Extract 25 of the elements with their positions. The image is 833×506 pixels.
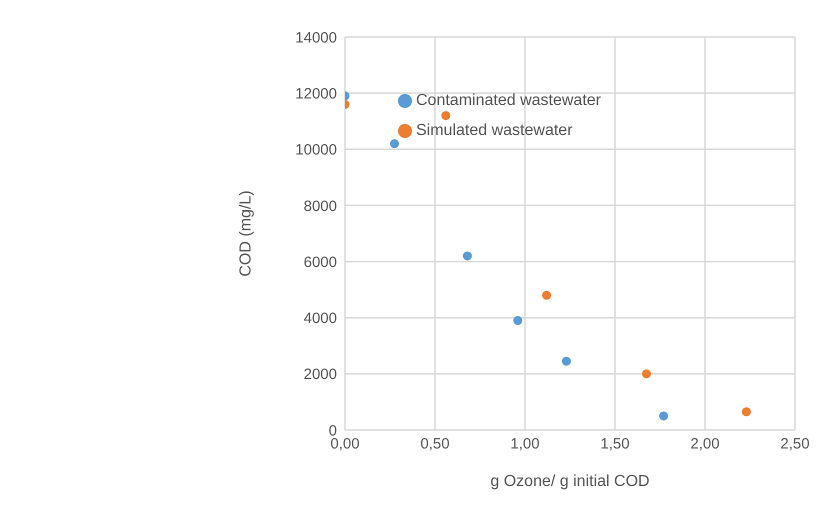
y-tick-label: 8000	[304, 198, 337, 215]
y-tick-label: 4000	[304, 310, 337, 328]
y-tick-label: 6000	[304, 254, 337, 271]
point	[659, 411, 668, 420]
x-tick-label: 0,50	[420, 436, 450, 453]
y-tick-label: 14000	[295, 29, 337, 46]
legend-label: Contaminated wastewater	[416, 92, 601, 109]
point	[542, 290, 552, 300]
point	[562, 356, 571, 366]
point	[441, 111, 450, 120]
point	[390, 139, 399, 148]
y-tick-label: 2000	[304, 366, 337, 384]
x-axis-title: g Ozone/ g initial COD	[490, 473, 650, 490]
point	[462, 251, 472, 260]
point	[742, 407, 751, 416]
y-tick-label: 12000	[295, 85, 337, 102]
point	[642, 369, 652, 378]
x-tick-label: 1,50	[600, 436, 630, 453]
x-tick-label: 1,00	[510, 436, 540, 453]
legend-label: Simulated wastewater	[416, 122, 573, 139]
x-tick-label: 2,00	[690, 436, 720, 453]
point	[513, 316, 522, 326]
x-tick-label: 2,50	[780, 436, 810, 453]
y-tick-label: 10000	[295, 142, 337, 159]
y-axis-title: COD (mg/L)	[238, 190, 255, 277]
